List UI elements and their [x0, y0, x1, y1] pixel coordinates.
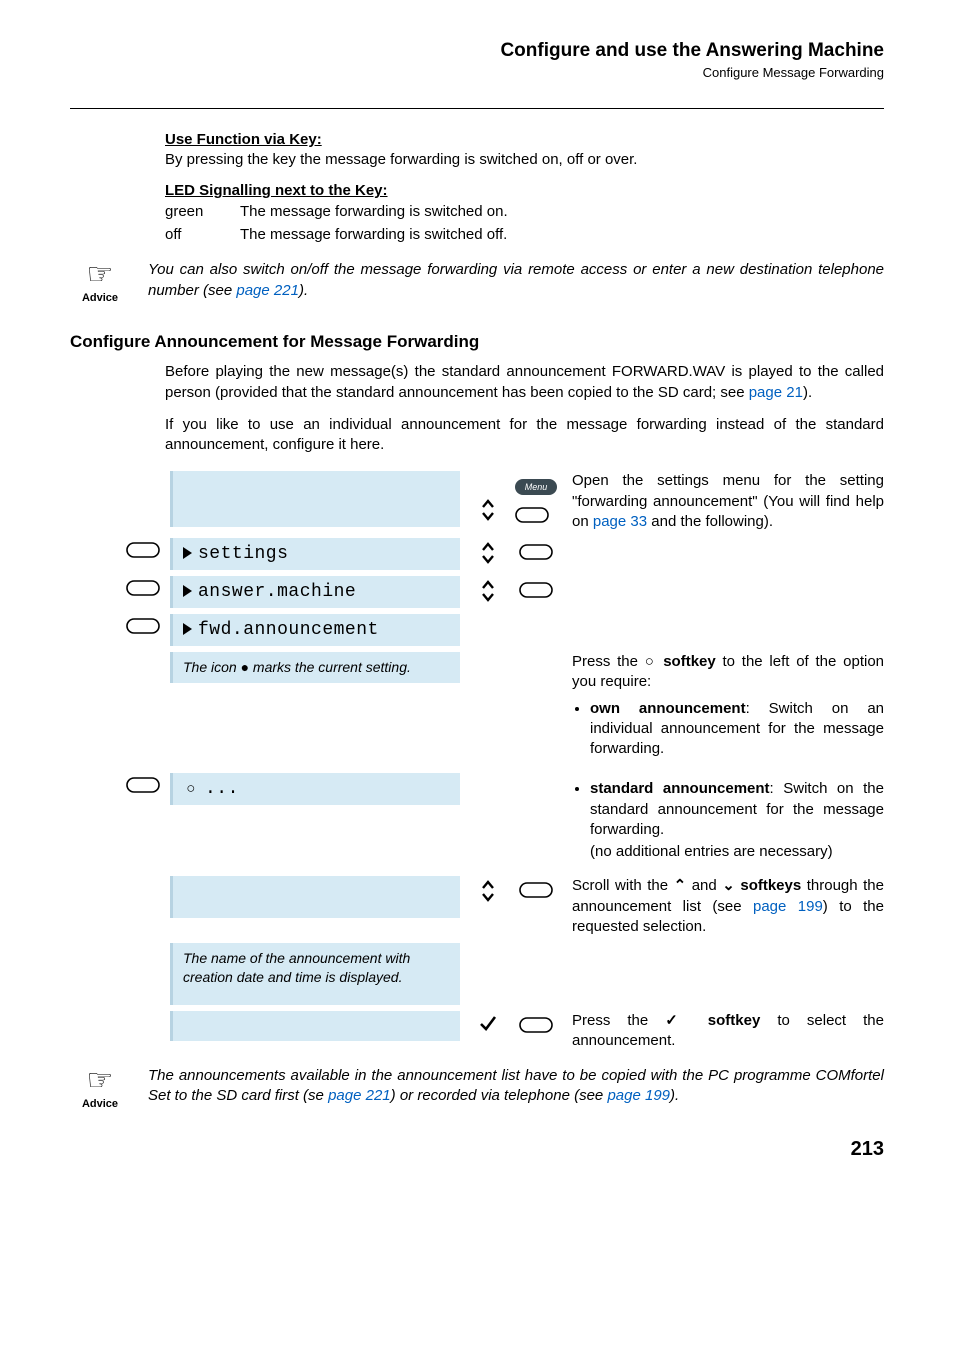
- confirm-desc: Press the ✓ softkey to select the announ…: [564, 1011, 884, 1052]
- hand-icon: ☞: [70, 260, 130, 290]
- display-o: ○...: [170, 773, 460, 805]
- display-o-text: ...: [205, 779, 239, 799]
- advice-icon-1: ☞ Advice: [70, 260, 130, 304]
- advice-1: ☞ Advice You can also switch on/off the …: [70, 260, 884, 304]
- page-number: 213: [70, 1138, 884, 1161]
- bullet-std-note: (no additional entries are necessary): [590, 842, 884, 862]
- display-fwd: fwd.announcement: [170, 614, 460, 646]
- confirm-sym: ✓: [665, 1012, 690, 1029]
- use-fn-heading: Use Function via Key:: [165, 131, 884, 148]
- bullet-std-wrap: standard announcement: Switch on the sta…: [564, 773, 884, 870]
- led-heading: LED Signalling next to the Key:: [165, 182, 884, 199]
- press-bold: softkey: [656, 653, 715, 670]
- cfg-p1-link[interactable]: page 21: [749, 384, 803, 401]
- bullet-std: standard announcement: Switch on the sta…: [590, 779, 884, 862]
- left-softkey-icon: [126, 580, 160, 596]
- led-state-1: off: [165, 224, 240, 247]
- scroll-up: ⌃: [674, 877, 687, 894]
- advice-2: ☞ Advice The announcements available in …: [70, 1066, 884, 1110]
- triangle-right-icon: [183, 585, 192, 597]
- open-post: and the following).: [647, 513, 773, 530]
- left-softkey-icon: [126, 777, 160, 793]
- softkey-pill-icon: [519, 582, 553, 598]
- advice2-post: ).: [670, 1087, 679, 1104]
- left-softkey-icon: [126, 542, 160, 558]
- chevron-up-down-icon: [479, 497, 497, 523]
- confirm-pre: Press the: [572, 1012, 665, 1029]
- display-name-note: The name of the announcement with creati…: [170, 943, 460, 1005]
- hardkey-stack: Menu: [515, 477, 558, 528]
- advice2-link2[interactable]: page 199: [607, 1087, 670, 1104]
- advice-label-2: Advice: [70, 1098, 130, 1110]
- scroll-bold: softkeys: [735, 877, 801, 894]
- softkey-pill-icon: [515, 507, 549, 523]
- display-settings: settings: [170, 538, 460, 570]
- bullet-own: own announcement: Switch on an individua…: [590, 699, 884, 760]
- led-state-0: green: [165, 201, 240, 224]
- display-blank-2: [170, 876, 460, 918]
- display-answer-text: answer.machine: [198, 582, 356, 602]
- scroll-link[interactable]: page 199: [753, 898, 823, 915]
- press-pre: Press the: [572, 653, 645, 670]
- bullet-own-b: own announcement: [590, 700, 746, 717]
- use-fn-text: By pressing the key the message forwardi…: [165, 150, 884, 170]
- press-softkey-desc: Press the ○ softkey to the left of the o…: [564, 652, 884, 767]
- bullet-std-b: standard announcement: [590, 780, 770, 797]
- softkey-pill-icon: [519, 544, 553, 560]
- softkey-pill-icon: [519, 1017, 553, 1033]
- display-answer: answer.machine: [170, 576, 460, 608]
- confirm-bold: softkey: [691, 1012, 761, 1029]
- left-softkey-icon: [126, 618, 160, 634]
- steps: Menu Open the settings menu for the sett…: [120, 471, 884, 1051]
- advice-text-1: You can also switch on/off the message f…: [148, 260, 884, 301]
- led-text-1: The message forwarding is switched off.: [240, 224, 884, 247]
- step-open-desc: Open the settings menu for the setting "…: [564, 471, 884, 532]
- header-rule: [70, 108, 884, 109]
- circle-icon: ○: [183, 780, 199, 797]
- scroll-down: ⌄: [722, 877, 735, 894]
- display-blank-3: [170, 1011, 460, 1041]
- cfg-heading: Configure Announcement for Message Forwa…: [70, 332, 884, 352]
- menu-key: Menu: [515, 479, 558, 495]
- scroll-desc: Scroll with the ⌃ and ⌄ softkeys through…: [564, 876, 884, 937]
- press-sym: ○: [645, 653, 657, 670]
- softkey-pill-icon: [519, 882, 553, 898]
- running-title: Configure and use the Answering Machine: [70, 40, 884, 62]
- advice2-mid: ) or recorded via telephone (see: [391, 1087, 608, 1104]
- chevron-up-down-icon: [479, 578, 497, 604]
- triangle-right-icon: [183, 623, 192, 635]
- scroll-pre: Scroll with the: [572, 877, 674, 894]
- chevron-up-down-icon: [479, 878, 497, 904]
- display-blank: [170, 471, 460, 527]
- advice-label-1: Advice: [70, 292, 130, 304]
- chevron-up-down-icon: [479, 540, 497, 566]
- triangle-right-icon: [183, 547, 192, 559]
- cfg-p2: If you like to use an individual announc…: [165, 415, 884, 456]
- cfg-p1-post: ).: [803, 384, 812, 401]
- led-table: green The message forwarding is switched…: [165, 201, 884, 246]
- display-settings-text: settings: [198, 544, 288, 564]
- display-icon-note: The icon ● marks the current setting.: [170, 652, 460, 683]
- led-text-0: The message forwarding is switched on.: [240, 201, 884, 224]
- cfg-p1: Before playing the new message(s) the st…: [165, 362, 884, 403]
- advice2-link1[interactable]: page 221: [328, 1087, 391, 1104]
- advice1-post: ).: [299, 282, 308, 299]
- running-head: Configure and use the Answering Machine …: [70, 40, 884, 80]
- hand-icon: ☞: [70, 1066, 130, 1096]
- check-icon: [478, 1013, 498, 1033]
- display-fwd-text: fwd.announcement: [198, 620, 379, 640]
- scroll-mid: and: [686, 877, 722, 894]
- advice1-link[interactable]: page 221: [236, 282, 299, 299]
- advice-text-2: The announcements available in the annou…: [148, 1066, 884, 1107]
- advice-icon-2: ☞ Advice: [70, 1066, 130, 1110]
- open-link[interactable]: page 33: [593, 513, 647, 530]
- running-subtitle: Configure Message Forwarding: [70, 65, 884, 80]
